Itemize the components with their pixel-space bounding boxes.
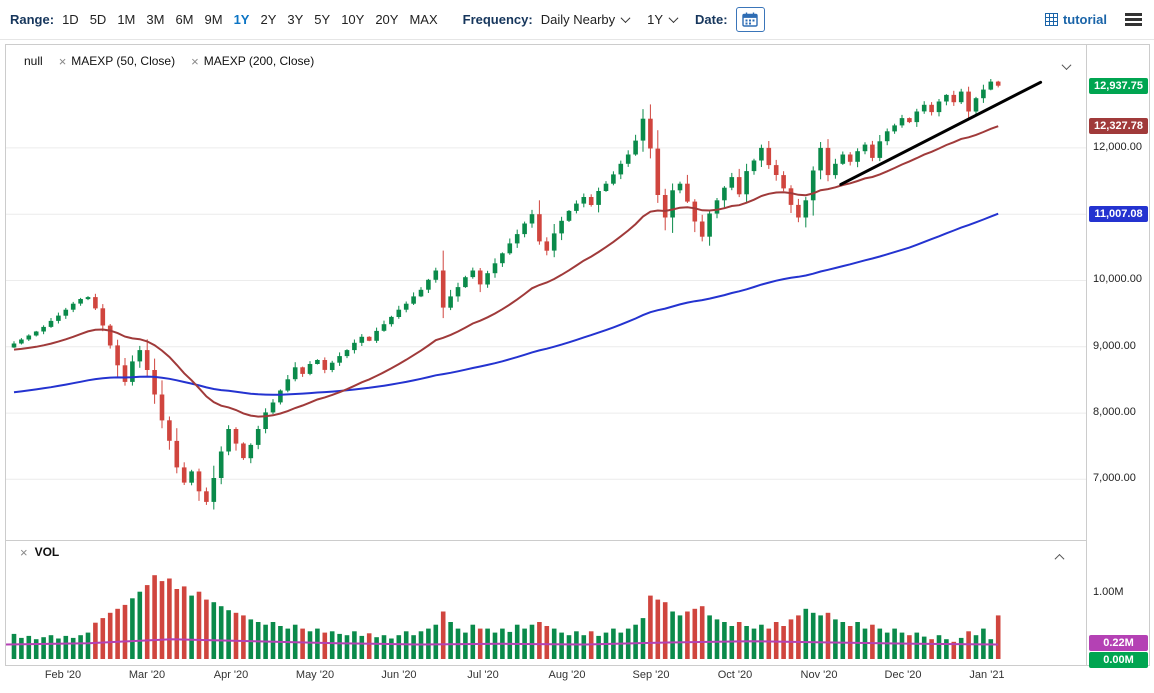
period-dropdown[interactable]: 1Y: [647, 12, 679, 27]
price-axis: 12,937.75 12,327.78 11,007.08 0.22M 0.00…: [1086, 45, 1149, 668]
study-list: × MAEXP (50, Close) × MAEXP (200, Close): [59, 54, 315, 68]
ema200-line: [13, 212, 999, 396]
volume-tick: 1.00M: [1093, 586, 1124, 598]
chart-legend: null × MAEXP (50, Close) × MAEXP (200, Clos…: [6, 45, 314, 77]
ema200-badge: 11,007.08: [1089, 205, 1148, 222]
range-1y[interactable]: 1Y: [233, 12, 250, 27]
legend-item: × MAEXP (200, Close): [191, 54, 314, 68]
price-tick: 9,000.00: [1093, 339, 1136, 352]
ema50-line: [13, 125, 999, 418]
x-axis-label: Oct '20: [717, 669, 753, 681]
x-axis-label: Feb '20: [44, 669, 82, 681]
volume-last-badge: 0.00M: [1089, 652, 1148, 668]
study-label: MAEXP (200, Close): [203, 54, 315, 68]
study-label: MAEXP (50, Close): [71, 54, 176, 68]
volume-label: VOL: [34, 545, 60, 559]
range-10y[interactable]: 10Y: [341, 12, 365, 27]
price-tick: 10,000.00: [1093, 273, 1142, 286]
x-axis-label: Sep '20: [632, 669, 670, 681]
candles: [11, 79, 1001, 510]
range-6m[interactable]: 6M: [175, 12, 194, 27]
x-axis-label: Jul '20: [467, 669, 499, 681]
remove-study-icon[interactable]: ×: [191, 53, 199, 69]
remove-study-icon[interactable]: ×: [58, 53, 67, 69]
range-3m[interactable]: 3M: [146, 12, 165, 27]
tutorial-label: tutorial: [1062, 12, 1107, 27]
menu-icon[interactable]: [1123, 9, 1144, 31]
frequency-label: Frequency:: [462, 12, 533, 27]
expand-panel-button[interactable]: [1054, 548, 1065, 566]
collapse-panel-button[interactable]: [1056, 57, 1072, 75]
price-tick: 8,000.00: [1093, 406, 1136, 419]
x-axis-label: Apr '20: [213, 669, 249, 681]
remove-volume-icon[interactable]: ×: [20, 544, 28, 560]
volume-legend: × VOL: [6, 542, 59, 562]
volume-ma-badge: 0.22M: [1089, 635, 1148, 652]
x-axis-label: May '20: [295, 669, 335, 681]
range-9m[interactable]: 9M: [204, 12, 223, 27]
ema50-badge: 12,327.78: [1089, 118, 1148, 135]
range-label: Range:: [10, 12, 55, 27]
range-5y[interactable]: 5Y: [314, 12, 331, 27]
x-axis-label: Jan '21: [969, 669, 1005, 681]
trendline: [839, 80, 1043, 186]
period-value: 1Y: [647, 12, 664, 27]
range-5d[interactable]: 5D: [89, 12, 107, 27]
tutorial-link[interactable]: tutorial: [1044, 12, 1107, 27]
price-tick: 7,000.00: [1093, 472, 1136, 485]
price-plot[interactable]: [6, 75, 1086, 539]
volume-plot[interactable]: [5, 565, 1086, 661]
chevron-down-icon: [668, 13, 679, 24]
range-list: 1D 5D 1M 3M 6M 9M 1Y 2Y 3Y 5Y 10Y 20Y MAX: [62, 12, 449, 27]
x-axis-label: Jun '20: [381, 669, 417, 681]
legend-item: × MAEXP (50, Close): [59, 54, 175, 68]
range-1d[interactable]: 1D: [62, 12, 79, 27]
x-axis-label: Dec '20: [884, 669, 922, 681]
chart-container: null × MAEXP (50, Close) × MAEXP (200, Clos…: [5, 44, 1150, 668]
frequency-dropdown[interactable]: Daily Nearby: [540, 12, 631, 27]
x-axis: Feb '20 Mar '20 Apr '20 May '20 Jun '20 Jul '…: [5, 669, 1150, 689]
price-chart-svg[interactable]: [6, 75, 1086, 539]
panel-divider: [6, 540, 1086, 541]
toolbar: Range: 1D 5D 1M 3M 6M 9M 1Y 2Y 3Y 5Y 10Y 20Y MAX Fre…: [0, 0, 1154, 40]
tutorial-grid-icon: [1044, 13, 1058, 26]
chevron-down-icon: [620, 13, 631, 24]
calendar-icon: [742, 12, 758, 27]
x-axis-label: Mar '20: [128, 669, 166, 681]
x-axis-label: Nov '20: [800, 669, 838, 681]
range-20y[interactable]: 20Y: [375, 12, 399, 27]
volume-ma-line: [5, 638, 999, 646]
calendar-button[interactable]: [735, 7, 765, 32]
volume-bars: [11, 575, 1001, 659]
symbol-label: null: [24, 54, 43, 68]
range-1m[interactable]: 1M: [117, 12, 136, 27]
last-price-badge: 12,937.75: [1089, 77, 1148, 94]
date-label: Date:: [695, 12, 728, 27]
frequency-value: Daily Nearby: [540, 12, 616, 27]
price-tick: 12,000.00: [1093, 140, 1142, 153]
range-3y[interactable]: 3Y: [287, 12, 304, 27]
range-max[interactable]: MAX: [409, 12, 438, 27]
x-axis-label: Aug '20: [548, 669, 586, 681]
volume-chart-svg[interactable]: [5, 565, 1086, 661]
range-2y[interactable]: 2Y: [260, 12, 277, 27]
